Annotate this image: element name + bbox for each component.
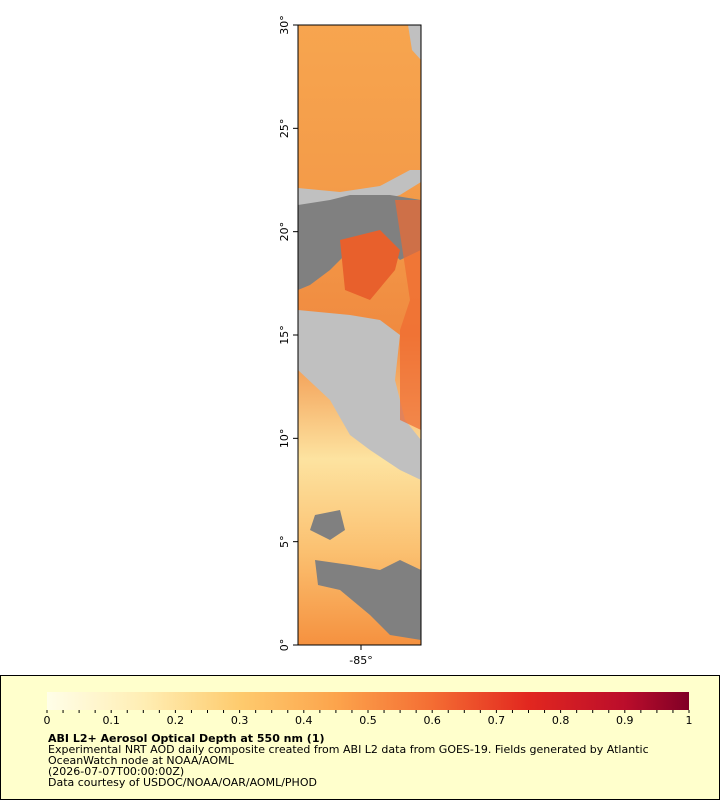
caption-line: (2026-07-07T00:00:00Z) bbox=[48, 765, 184, 778]
axes: 0° 5° 10° 15° 20° 25° 30° -85° bbox=[278, 15, 373, 667]
colorbar-tick-label: 0.3 bbox=[231, 714, 249, 727]
cloud bbox=[310, 510, 345, 540]
colorbar-tick-label: 0.6 bbox=[423, 714, 441, 727]
cloud bbox=[315, 560, 421, 640]
x-tick-label: -85° bbox=[349, 654, 372, 667]
y-tick-label: 10° bbox=[278, 429, 291, 449]
y-tick-label: 0° bbox=[278, 639, 291, 652]
colorbar-tick-label: 0.8 bbox=[552, 714, 570, 727]
high-aod bbox=[340, 230, 400, 300]
high-aod bbox=[395, 200, 421, 430]
y-tick-label: 15° bbox=[278, 325, 291, 345]
y-tick-label: 30° bbox=[278, 15, 291, 35]
colorbar-tick-label: 0 bbox=[44, 714, 51, 727]
colorbar-tick-label: 0.5 bbox=[359, 714, 377, 727]
map bbox=[298, 25, 421, 645]
y-tick-label: 5° bbox=[278, 535, 291, 548]
colorbar bbox=[47, 692, 689, 710]
caption-line: OceanWatch node at NOAA/AOML bbox=[48, 754, 235, 767]
colorbar-tick-label: 0.7 bbox=[488, 714, 506, 727]
land bbox=[408, 25, 421, 60]
colorbar-ticks: 0 0.1 0.2 0.3 0.4 0.5 0.6 0.7 0.8 0.9 1 bbox=[44, 710, 693, 727]
y-tick-label: 20° bbox=[278, 222, 291, 242]
land bbox=[298, 310, 421, 480]
caption-line: Experimental NRT AOD daily composite cre… bbox=[48, 743, 649, 756]
colorbar-tick-label: 0.1 bbox=[102, 714, 120, 727]
land bbox=[298, 170, 421, 250]
colorbar-tick-label: 1 bbox=[686, 714, 693, 727]
colorbar-tick-label: 0.4 bbox=[295, 714, 313, 727]
caption-line: Data courtesy of USDOC/NOAA/OAR/AOML/PHO… bbox=[48, 776, 317, 789]
y-tick-label: 25° bbox=[278, 119, 291, 139]
caption-title: ABI L2+ Aerosol Optical Depth at 550 nm … bbox=[48, 732, 325, 745]
colorbar-tick-label: 0.9 bbox=[616, 714, 634, 727]
colorbar-tick-label: 0.2 bbox=[167, 714, 185, 727]
